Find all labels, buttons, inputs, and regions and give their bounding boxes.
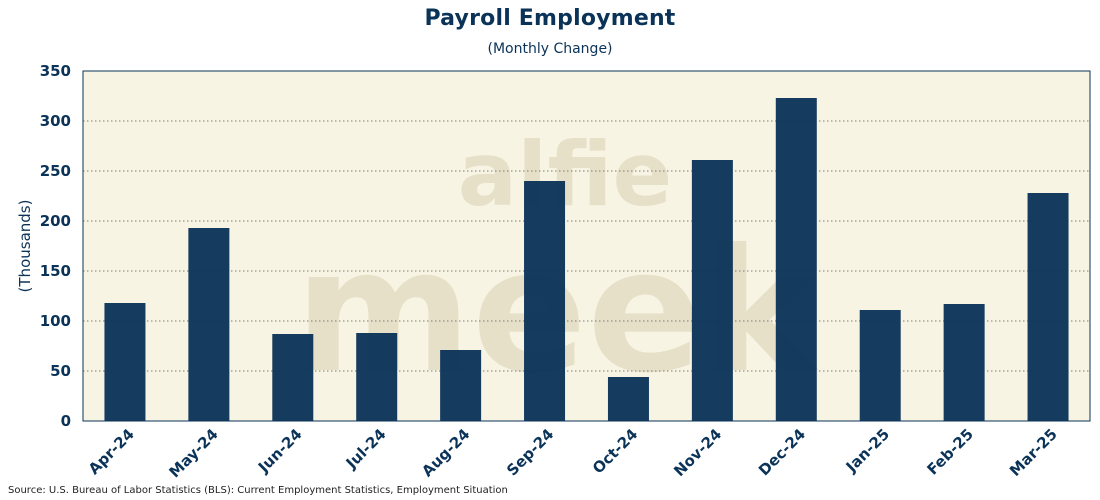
bar-oct-24	[607, 377, 649, 421]
plot-area	[83, 71, 1090, 421]
y-tick-label: 300	[40, 112, 71, 130]
x-tick-label: Nov-24	[670, 425, 725, 480]
x-tick-label: Jun-24	[254, 425, 306, 477]
plot-border	[82, 70, 1091, 422]
y-tick-label: 350	[40, 62, 71, 80]
y-tick-label: 250	[40, 162, 71, 180]
bar-jun-24	[272, 334, 314, 421]
bar-aug-24	[440, 350, 482, 421]
y-tick-label: 200	[40, 212, 71, 230]
bar-sep-24	[524, 181, 566, 421]
x-tick-label: Jul-24	[342, 425, 390, 473]
x-axis-ticks: Apr-24 May-24 Jun-24 Jul-24 Aug-24 Sep-24 Oct-…	[85, 425, 1061, 481]
chart-subtitle: (Monthly Change)	[487, 41, 613, 57]
bar-feb-25	[943, 304, 985, 421]
y-axis-label: (Thousands)	[16, 200, 34, 293]
source-note: Source: U.S. Bureau of Labor Statistics …	[8, 485, 508, 496]
x-tick-label: Oct-24	[589, 425, 641, 477]
bar-nov-24	[691, 160, 733, 421]
y-tick-label: 150	[40, 262, 71, 280]
y-tick-label: 50	[50, 362, 71, 380]
x-tick-label: Dec-24	[755, 425, 809, 479]
bar-may-24	[188, 228, 230, 421]
bar-dec-24	[775, 98, 817, 421]
x-tick-label: Mar-25	[1006, 425, 1061, 480]
chart-title: Payroll Employment	[424, 6, 676, 31]
x-tick-label: May-24	[166, 425, 222, 481]
x-tick-label: Sep-24	[503, 425, 557, 479]
x-tick-label: Jan-25	[842, 425, 893, 476]
y-tick-label: 0	[61, 412, 71, 430]
x-tick-label: Apr-24	[85, 425, 138, 478]
bar-jan-25	[859, 310, 901, 421]
bar-jul-24	[356, 333, 398, 421]
bar-mar-25	[1027, 193, 1069, 421]
bar-apr-24	[104, 303, 146, 421]
x-tick-label: Feb-25	[923, 425, 976, 478]
x-tick-label: Aug-24	[418, 425, 473, 480]
y-axis-ticks: 0 50 100 150 200 250 300 350	[40, 62, 71, 430]
y-tick-label: 100	[40, 312, 71, 330]
bars	[104, 98, 1069, 421]
